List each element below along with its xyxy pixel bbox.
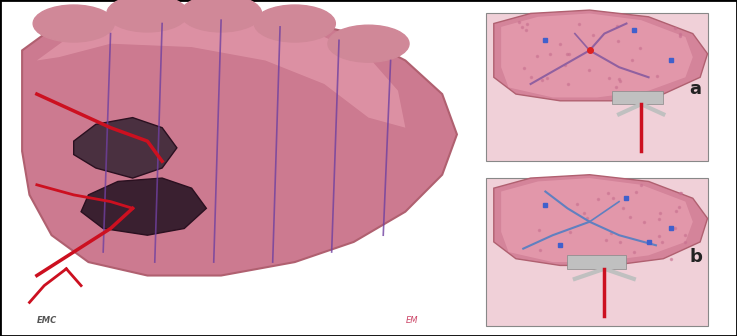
Polygon shape: [74, 118, 177, 178]
Circle shape: [328, 25, 409, 62]
Text: b: b: [689, 248, 702, 266]
Text: EMC: EMC: [37, 316, 57, 325]
FancyBboxPatch shape: [567, 255, 626, 269]
Circle shape: [33, 5, 114, 42]
Circle shape: [107, 0, 188, 32]
Polygon shape: [22, 10, 457, 276]
Polygon shape: [501, 13, 693, 97]
Polygon shape: [37, 17, 405, 128]
Polygon shape: [81, 178, 206, 235]
Polygon shape: [501, 178, 693, 262]
Circle shape: [254, 5, 335, 42]
Polygon shape: [494, 10, 708, 101]
Circle shape: [181, 0, 262, 32]
Polygon shape: [494, 175, 708, 265]
FancyBboxPatch shape: [612, 91, 663, 104]
Text: a: a: [689, 80, 701, 98]
FancyBboxPatch shape: [486, 13, 708, 161]
FancyBboxPatch shape: [486, 178, 708, 326]
Text: EM: EM: [405, 316, 418, 325]
